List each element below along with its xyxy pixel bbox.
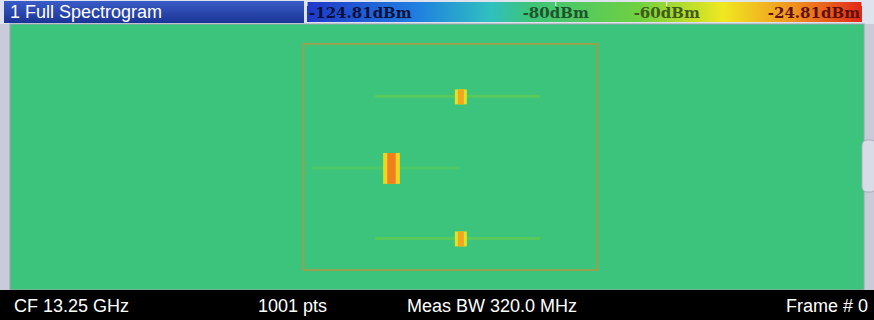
signal-halo	[383, 153, 400, 184]
signal	[458, 231, 464, 246]
plot-frame	[10, 24, 864, 290]
status-bar	[0, 290, 874, 320]
signal-halo	[455, 231, 467, 246]
plot-area	[10, 24, 864, 290]
region-marker	[304, 44, 598, 270]
status-text: 1001 pts	[258, 296, 327, 316]
header-background	[0, 0, 874, 24]
signal	[387, 153, 395, 184]
color-tick-label: -80dBm	[523, 4, 589, 22]
color-tick	[862, 2, 863, 6]
status-text: Meas BW 320.0 MHz	[407, 296, 577, 316]
color-bar	[307, 2, 862, 22]
color-tick	[307, 2, 308, 6]
title-box	[4, 1, 304, 23]
title: 1 Full Spectrogram	[10, 2, 162, 22]
spectrogram-screen: 1 Full Spectrogram -124.81dBm -80dBm -60dBm…	[0, 0, 874, 320]
frame-border	[0, 24, 874, 290]
noise-floor	[10, 24, 864, 290]
signal	[458, 89, 464, 104]
side-tab	[862, 140, 874, 192]
status-text: Frame # 0	[786, 296, 868, 316]
color-tick-label: -24.81dBm	[768, 4, 860, 22]
color-tick-label: -60dBm	[634, 4, 700, 22]
status-text: CF 13.25 GHz	[14, 296, 129, 316]
signal-halo	[455, 89, 467, 104]
color-tick-label: -124.81dBm	[309, 4, 412, 22]
